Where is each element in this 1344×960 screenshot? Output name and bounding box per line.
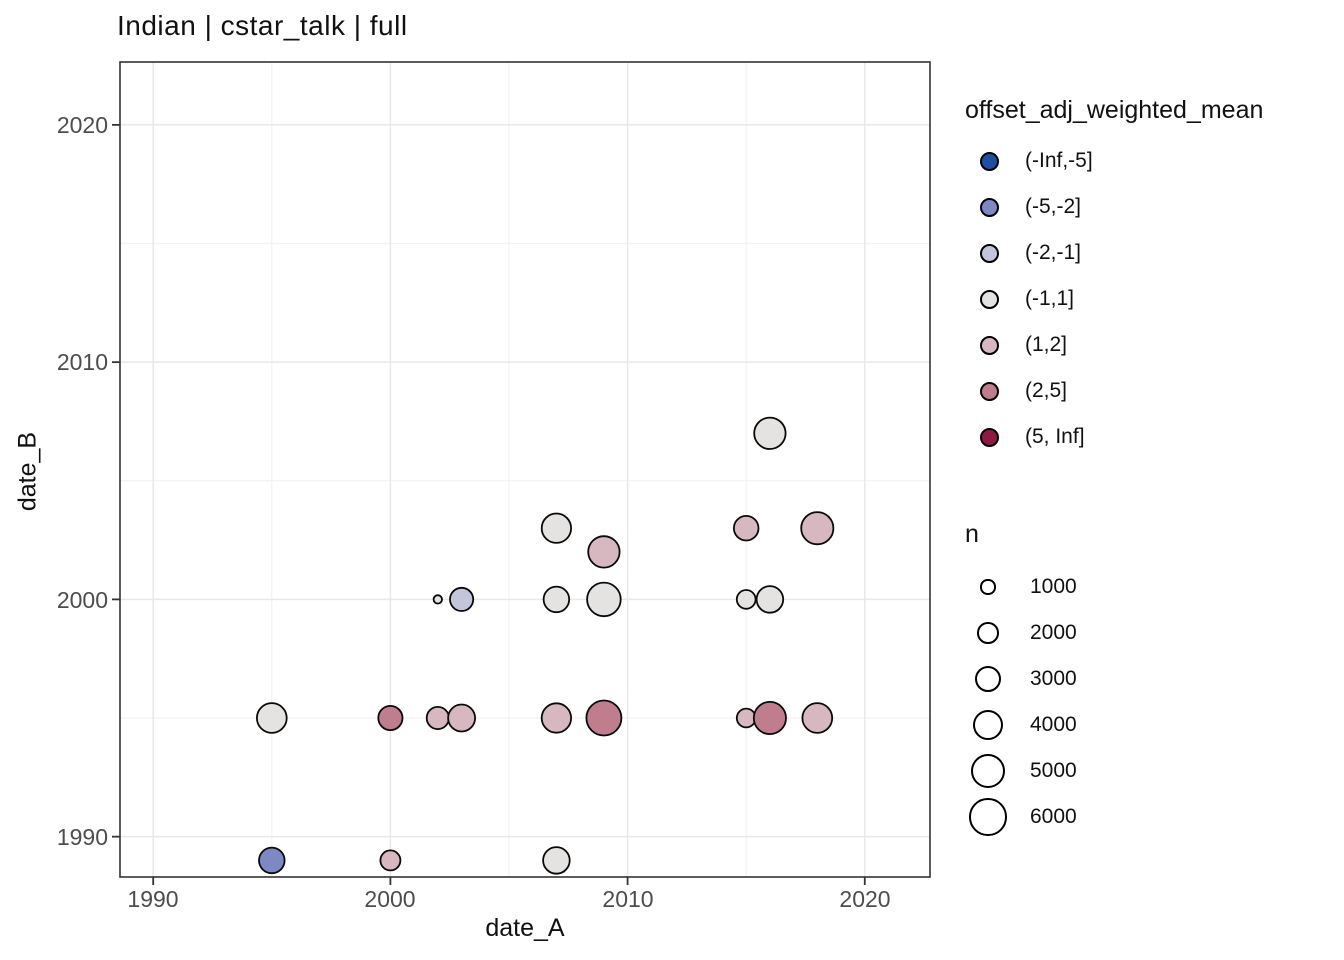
data-point [379,849,402,872]
legend-size-circle [974,665,1002,693]
color-legend-entry: (1,2] [965,322,1340,368]
color-legend-entry: (-Inf,-5] [965,138,1340,184]
data-point [801,702,834,734]
data-point [585,699,623,737]
size-legend: 1000 2000 3000 4000 5000 6000 [965,564,1340,840]
legend-size-circle [980,579,996,595]
size-key-box [965,753,1011,789]
color-legend-label: (1,2] [1025,333,1068,356]
legend-color-swatch [980,243,999,263]
size-legend-label: 1000 [1030,575,1077,598]
color-legend-label: (5, Inf] [1025,425,1085,448]
color-legend-label: (-Inf,-5] [1025,149,1093,172]
size-legend-label: 6000 [1030,805,1077,828]
color-legend: (-Inf,-5] (-5,-2] (-2,-1] (-1,1] (1,2] (… [965,138,1340,460]
data-point [542,846,571,875]
data-point [755,585,785,614]
x-tick-label: 2020 [839,886,891,912]
color-legend-entry: (-5,-2] [965,184,1340,230]
legend-size-circle [972,709,1004,741]
legend-color-swatch [980,381,999,401]
size-key-box [965,798,1011,836]
y-tick-label: 1990 [56,824,108,850]
legend-size-circle [969,798,1007,836]
data-point [377,705,404,732]
data-point [432,594,443,605]
size-key-box [965,665,1011,693]
legend-color-swatch [980,427,999,447]
size-legend-entry: 1000 [965,564,1340,610]
size-legend-label: 4000 [1030,713,1077,736]
size-legend-entry: 4000 [965,702,1340,748]
color-legend-label: (-1,1] [1025,287,1075,310]
color-legend-title: offset_adj_weighted_mean [965,96,1264,124]
data-point [540,512,573,544]
data-point [447,703,477,733]
color-legend-entry: (-1,1] [965,276,1340,322]
color-legend-label: (-5,-2] [1025,195,1082,218]
data-point [258,846,286,875]
y-tick-label: 2010 [56,349,108,375]
data-point [540,702,573,734]
data-point [735,589,757,610]
data-point [800,511,835,546]
panel-background [120,62,930,877]
size-legend-entry: 6000 [965,794,1340,840]
data-point [587,535,621,569]
panel-border [119,61,931,878]
size-legend-label: 3000 [1030,667,1077,690]
data-point [425,706,450,731]
color-legend-entry: (2,5] [965,368,1340,414]
color-legend-entry: (5, Inf] [965,414,1340,460]
data-point [733,515,760,542]
x-tick-label: 2010 [602,886,654,912]
x-axis-label: date_A [485,914,565,942]
x-tick-label: 1990 [127,886,179,912]
legend-color-swatch [980,289,999,309]
legend-color-swatch [980,197,999,217]
legend-size-circle [977,622,999,644]
size-key-box [965,709,1011,741]
legend-size-circle [970,753,1006,789]
data-points-layer [255,416,835,875]
legend-color-swatch [980,151,999,171]
size-legend-entry: 3000 [965,656,1340,702]
gridlines [120,62,930,877]
size-legend-label: 5000 [1030,759,1077,782]
legend-color-swatch [980,335,999,355]
size-key-box [965,579,1011,595]
page-title: Indian | cstar_talk | full [117,10,408,41]
axis-tick-marks [112,123,866,885]
data-point [753,416,787,450]
y-tick-label: 2020 [56,112,108,138]
data-point [449,586,475,612]
y-axis-label: date_B [13,431,42,512]
size-legend-entry: 5000 [965,748,1340,794]
data-point [542,585,571,614]
size-legend-label: 2000 [1030,621,1077,644]
data-point [735,707,757,729]
data-point [255,702,288,734]
color-legend-entry: (-2,-1] [965,230,1340,276]
size-legend-entry: 2000 [965,610,1340,656]
size-legend-title: n [965,520,979,548]
data-point [586,581,622,618]
y-tick-label: 2000 [56,587,108,613]
color-legend-label: (2,5] [1025,379,1068,402]
size-key-box [965,622,1011,644]
color-legend-label: (-2,-1] [1025,241,1082,264]
x-tick-label: 2000 [364,886,416,912]
data-point [752,701,787,736]
